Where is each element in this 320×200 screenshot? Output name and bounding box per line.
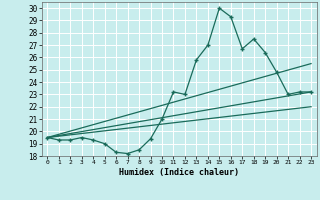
- X-axis label: Humidex (Indice chaleur): Humidex (Indice chaleur): [119, 168, 239, 177]
